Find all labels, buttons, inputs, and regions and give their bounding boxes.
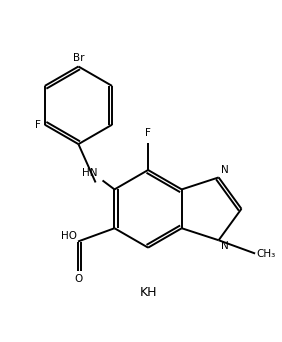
Text: O: O [74, 274, 82, 284]
Text: F: F [35, 120, 41, 130]
Text: N: N [221, 241, 229, 251]
Text: N: N [221, 166, 228, 175]
Text: F: F [145, 128, 151, 138]
Text: Br: Br [73, 53, 84, 63]
Text: HN: HN [82, 169, 98, 179]
Text: HO: HO [61, 231, 77, 240]
Text: KH: KH [139, 286, 157, 299]
Text: CH₃: CH₃ [256, 249, 275, 259]
